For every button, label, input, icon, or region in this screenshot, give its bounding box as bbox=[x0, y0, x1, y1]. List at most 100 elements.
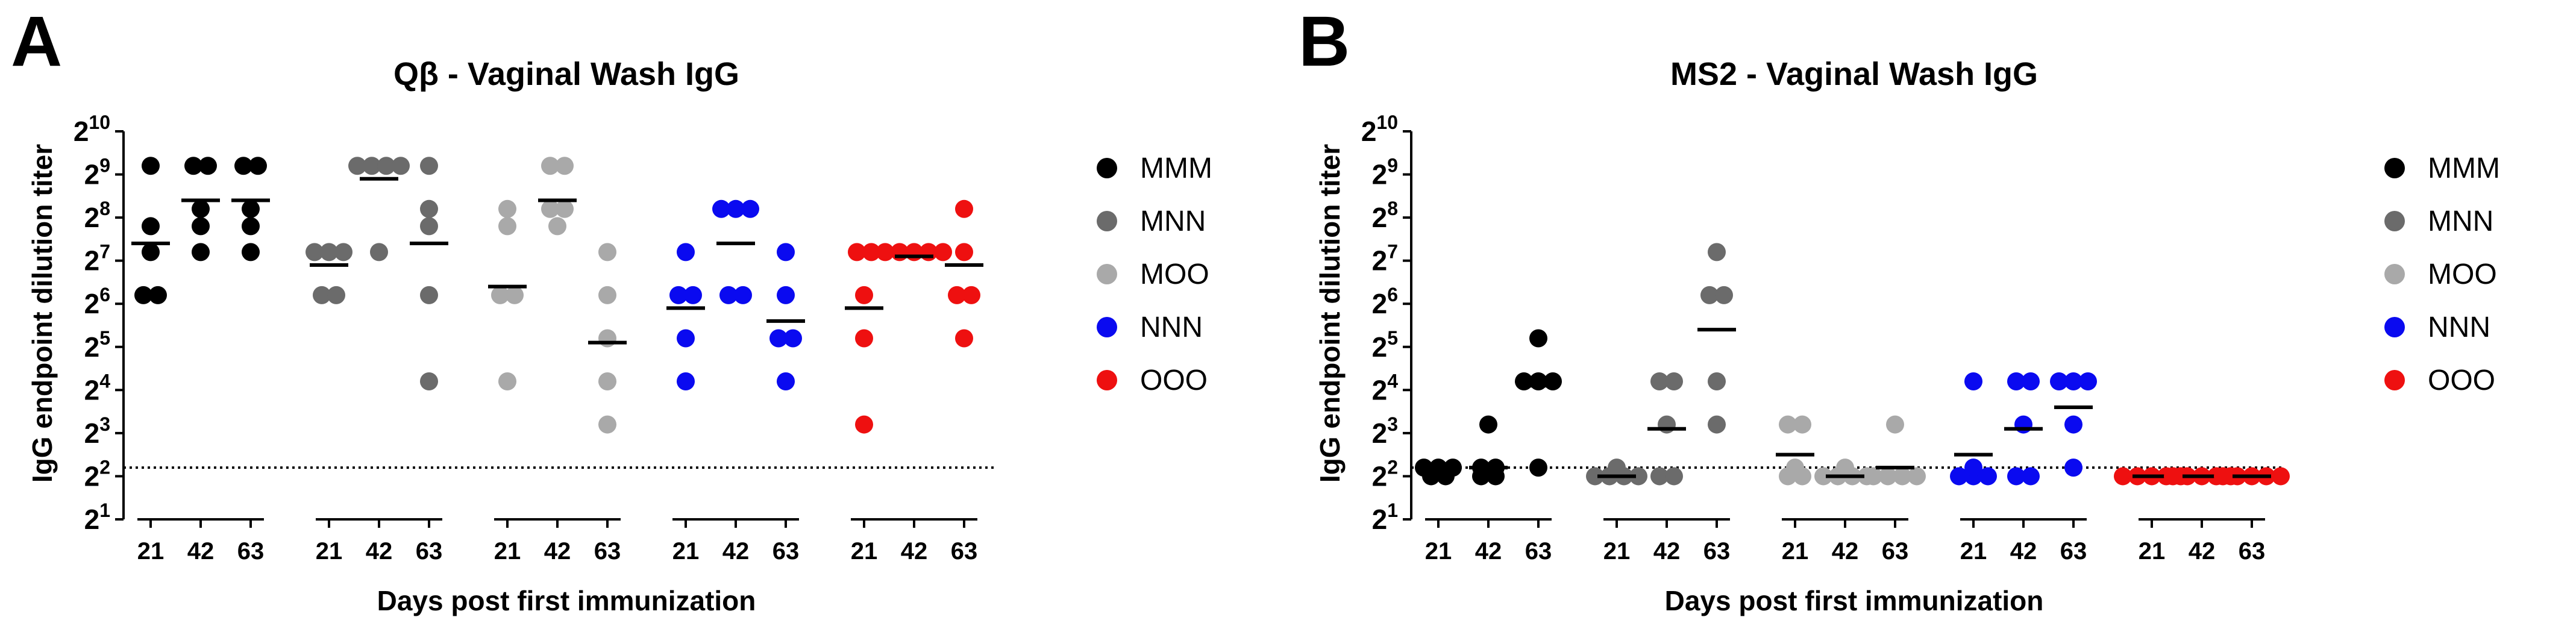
legend-label: MMM bbox=[2428, 152, 2500, 184]
data-point bbox=[392, 157, 410, 175]
data-point bbox=[234, 157, 252, 175]
x-tick-label: 63 bbox=[1882, 538, 1909, 565]
data-point bbox=[669, 286, 688, 304]
x-tick-label: 42 bbox=[2010, 538, 2037, 565]
data-point bbox=[242, 243, 260, 261]
legend-dot bbox=[1097, 317, 1117, 337]
data-point bbox=[777, 372, 795, 391]
data-point bbox=[313, 286, 331, 304]
data-point bbox=[1444, 458, 1462, 477]
legend-item-ooo: OOO bbox=[1097, 354, 1212, 407]
legend: MMM MNN MOO NNN OOO bbox=[2384, 142, 2500, 407]
data-point bbox=[598, 329, 616, 348]
y-tick-label: 29 bbox=[84, 155, 110, 190]
x-tick-label: 21 bbox=[494, 538, 521, 565]
data-point bbox=[1650, 467, 1669, 486]
data-point bbox=[2272, 467, 2290, 486]
panel-b: B MS2 - Vaginal Wash IgG IgG endpoint di… bbox=[1288, 0, 2576, 629]
data-point bbox=[420, 372, 438, 391]
legend-label: OOO bbox=[1140, 364, 1208, 396]
x-tick-label: 42 bbox=[2189, 538, 2216, 565]
legend-dot bbox=[2384, 317, 2405, 337]
data-point bbox=[348, 157, 366, 175]
data-point bbox=[2014, 415, 2032, 434]
data-point bbox=[955, 329, 973, 348]
legend-dot bbox=[2384, 158, 2405, 178]
data-point bbox=[506, 286, 524, 304]
legend-item-mnn: MNN bbox=[2384, 195, 2500, 248]
y-tick-label: 23 bbox=[84, 413, 110, 449]
data-point bbox=[1529, 458, 1547, 477]
data-point bbox=[1893, 467, 1911, 486]
x-tick-label: 21 bbox=[1960, 538, 1987, 565]
y-tick-label: 28 bbox=[84, 198, 110, 233]
legend-label: MNN bbox=[1140, 205, 1206, 237]
legend-item-mmm: MMM bbox=[1097, 142, 1212, 195]
data-point bbox=[1665, 467, 1683, 486]
data-point bbox=[556, 199, 574, 218]
data-point bbox=[1964, 458, 1982, 477]
legend-label: NNN bbox=[2428, 311, 2490, 343]
y-tick-label: 29 bbox=[1372, 155, 1398, 190]
legend-dot bbox=[2384, 211, 2405, 231]
data-point bbox=[1479, 415, 1497, 434]
data-point bbox=[727, 199, 745, 218]
data-point bbox=[2007, 467, 2025, 486]
data-point bbox=[1708, 372, 1726, 391]
x-tick-label: 21 bbox=[316, 538, 343, 565]
data-point bbox=[2064, 415, 2082, 434]
data-point bbox=[955, 199, 973, 218]
data-point bbox=[199, 157, 217, 175]
data-point bbox=[1715, 286, 1733, 304]
y-tick-label: 21 bbox=[1372, 499, 1398, 535]
data-point bbox=[2064, 372, 2082, 391]
data-point bbox=[184, 157, 202, 175]
data-point bbox=[1544, 372, 1562, 391]
data-point bbox=[306, 243, 324, 261]
data-point bbox=[1836, 458, 1854, 477]
x-axis-label: Days post first immunization bbox=[1664, 585, 2044, 616]
x-tick-label: 42 bbox=[901, 538, 928, 565]
data-point bbox=[1786, 458, 1804, 477]
y-tick-label: 21 bbox=[84, 499, 110, 535]
data-point bbox=[242, 217, 260, 236]
data-point bbox=[855, 415, 873, 434]
data-point bbox=[134, 286, 152, 304]
data-point bbox=[498, 199, 516, 218]
legend-dot bbox=[1097, 264, 1117, 284]
data-point bbox=[677, 372, 695, 391]
y-tick-label: 25 bbox=[84, 327, 110, 363]
data-point bbox=[420, 286, 438, 304]
x-tick-label: 42 bbox=[187, 538, 215, 565]
data-point bbox=[855, 286, 873, 304]
x-tick-label: 63 bbox=[594, 538, 621, 565]
data-point bbox=[377, 157, 395, 175]
data-point bbox=[2164, 467, 2182, 486]
data-point bbox=[741, 199, 759, 218]
data-point bbox=[1529, 329, 1547, 348]
data-point bbox=[848, 243, 866, 261]
data-point bbox=[1779, 415, 1797, 434]
panel-letter: A bbox=[11, 2, 63, 81]
panel-letter: B bbox=[1299, 2, 1350, 81]
data-point bbox=[498, 217, 516, 236]
legend-dot bbox=[1097, 158, 1117, 178]
data-point bbox=[1886, 415, 1904, 434]
data-point bbox=[192, 199, 210, 218]
data-point bbox=[1814, 467, 1832, 486]
data-point bbox=[948, 286, 966, 304]
data-point bbox=[1665, 372, 1683, 391]
y-tick-label: 28 bbox=[1372, 198, 1398, 233]
y-tick-label: 24 bbox=[84, 370, 111, 405]
legend-dot bbox=[2384, 370, 2405, 390]
data-point bbox=[548, 217, 566, 236]
data-point bbox=[370, 243, 388, 261]
data-point bbox=[142, 157, 160, 175]
y-tick-label: 210 bbox=[1361, 111, 1398, 147]
plot-area: 21 22 23 24 25 26 27 28 29 210 21 42 63 21 42 63 21 42 63 2… bbox=[74, 111, 994, 565]
x-tick-label: 42 bbox=[366, 538, 393, 565]
y-tick-label: 24 bbox=[1372, 370, 1399, 405]
y-tick-label: 22 bbox=[1372, 456, 1398, 492]
data-point bbox=[420, 217, 438, 236]
legend-item-nnn: NNN bbox=[1097, 301, 1212, 354]
